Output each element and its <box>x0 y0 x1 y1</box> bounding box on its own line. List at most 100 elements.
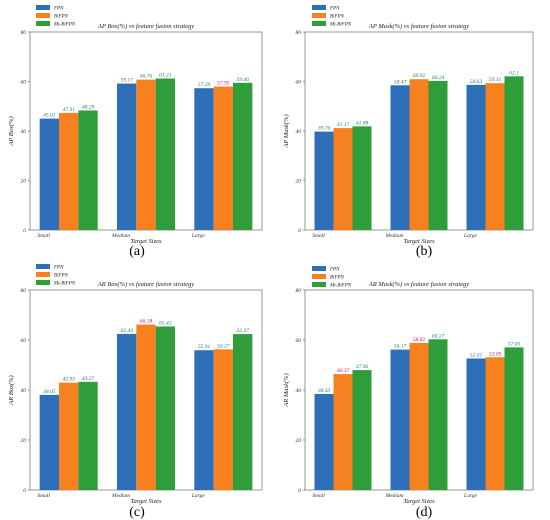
bar <box>314 131 334 230</box>
bar <box>409 342 429 490</box>
bar <box>466 358 486 490</box>
bar-value-label: 56.27 <box>217 343 230 349</box>
bar-value-label: 45.01 <box>43 112 56 119</box>
bar <box>409 79 429 231</box>
bar <box>155 326 175 490</box>
bar <box>504 76 524 231</box>
legend-swatch <box>312 21 326 26</box>
legend-swatch <box>312 13 326 18</box>
bar-value-label: 47.96 <box>356 363 369 370</box>
legend-swatch <box>312 282 326 287</box>
y-tick-label: 20 <box>296 179 302 185</box>
bar <box>333 128 353 230</box>
bar <box>78 110 98 230</box>
x-axis-label: Target Sizes <box>130 498 162 505</box>
bar-value-label: 60.92 <box>413 73 426 79</box>
bar <box>352 126 372 230</box>
y-axis-label: AR Mask(%) <box>283 373 290 407</box>
x-axis-label: Target Sizes <box>403 498 435 505</box>
legend-swatch <box>36 280 50 285</box>
legend-label: FPN <box>329 268 340 273</box>
y-tick-label: 40 <box>21 387 27 394</box>
category-label: Medium <box>384 493 403 499</box>
bar <box>155 78 175 230</box>
subfigure-label: (a) <box>129 244 145 259</box>
bar-value-label: 57.95 <box>217 81 230 87</box>
bar-value-label: 59.46 <box>236 76 249 83</box>
category-label: Small <box>37 493 50 499</box>
category-label: Large <box>191 493 205 499</box>
category-label: Small <box>312 233 325 239</box>
bar <box>117 333 137 490</box>
bar <box>485 83 505 230</box>
category-label: Medium <box>384 233 403 239</box>
bar <box>39 118 59 230</box>
bar <box>78 381 98 490</box>
bar <box>314 393 334 490</box>
bar-value-label: 47.31 <box>62 106 75 113</box>
bar-value-label: 62.44 <box>120 327 133 334</box>
x-axis-label: Target Sizes <box>403 238 435 245</box>
y-tick-label: 60 <box>21 80 27 86</box>
bar-value-label: 53.09 <box>489 351 502 357</box>
chart-title: AP Mask(%) vs feature fusion strategy <box>368 23 469 30</box>
chart-title: AR Mask(%) vs feature fusion strategy <box>368 281 469 288</box>
bar-value-label: 48.29 <box>82 103 95 110</box>
bar <box>485 357 505 490</box>
legend-swatch <box>36 272 50 277</box>
legend-swatch <box>36 21 50 26</box>
bar <box>194 88 214 231</box>
subfigure-label: (b) <box>416 244 433 259</box>
category-label: Medium <box>111 233 130 239</box>
bar-value-label: 46.37 <box>337 367 350 374</box>
y-tick-label: 20 <box>21 179 27 185</box>
legend-swatch <box>36 264 50 269</box>
bar <box>213 349 233 490</box>
legend-label: Mt-BiFPN <box>53 282 76 287</box>
legend-swatch <box>312 5 326 10</box>
legend-label: BiFPN <box>54 274 69 279</box>
bar-value-label: 60.27 <box>432 333 445 339</box>
bar <box>59 112 79 230</box>
bar <box>233 334 253 490</box>
y-tick-label: 80 <box>21 30 27 36</box>
y-axis-label: AP Box(%) <box>8 116 15 146</box>
category-label: Small <box>37 233 50 239</box>
y-tick-label: 20 <box>296 438 302 444</box>
bar-value-label: 59.31 <box>489 77 502 83</box>
bar <box>504 347 524 490</box>
category-label: Medium <box>111 493 130 499</box>
legend-label: BiFPN <box>330 276 345 281</box>
bar-value-label: 59.17 <box>120 78 133 84</box>
bar-value-label: 61.21 <box>159 73 172 79</box>
legend-swatch <box>312 274 326 279</box>
legend-label: Mt-BiFPN <box>329 284 352 289</box>
y-tick-label: 80 <box>21 288 27 294</box>
y-tick-label: 60 <box>21 338 27 344</box>
bar <box>333 374 353 490</box>
bar-value-label: 43.27 <box>82 375 95 382</box>
bar-value-label: 58.82 <box>413 337 426 343</box>
bar-value-label: 41.17 <box>337 121 350 128</box>
x-axis-label: Target Sizes <box>130 238 162 245</box>
category-label: Small <box>312 493 325 499</box>
y-axis-label: AP Mask(%) <box>283 114 290 148</box>
legend-label: Mt-BiFPN <box>329 23 352 28</box>
subfigure-label: (d) <box>416 505 433 520</box>
bar <box>39 394 59 490</box>
y-tick-label: 40 <box>296 128 302 135</box>
bar-value-label: 60.24 <box>432 74 445 81</box>
chart-title: AR Box(%) vs feature fusion strategy <box>97 281 194 288</box>
legend-label: FPN <box>329 7 340 12</box>
bar-value-label: 57.29 <box>198 82 211 88</box>
legend-swatch <box>36 13 50 18</box>
bar-value-label: 58.63 <box>470 79 483 85</box>
legend-label: FPN <box>53 7 64 12</box>
bar-value-label: 62.1 <box>509 70 519 76</box>
subfigure-label: (c) <box>129 505 145 520</box>
y-tick-label: 20 <box>21 438 27 444</box>
y-tick-label: 40 <box>296 387 302 394</box>
y-tick-label: 80 <box>296 30 302 36</box>
bar <box>117 83 137 230</box>
legend-label: BiFPN <box>54 15 69 20</box>
